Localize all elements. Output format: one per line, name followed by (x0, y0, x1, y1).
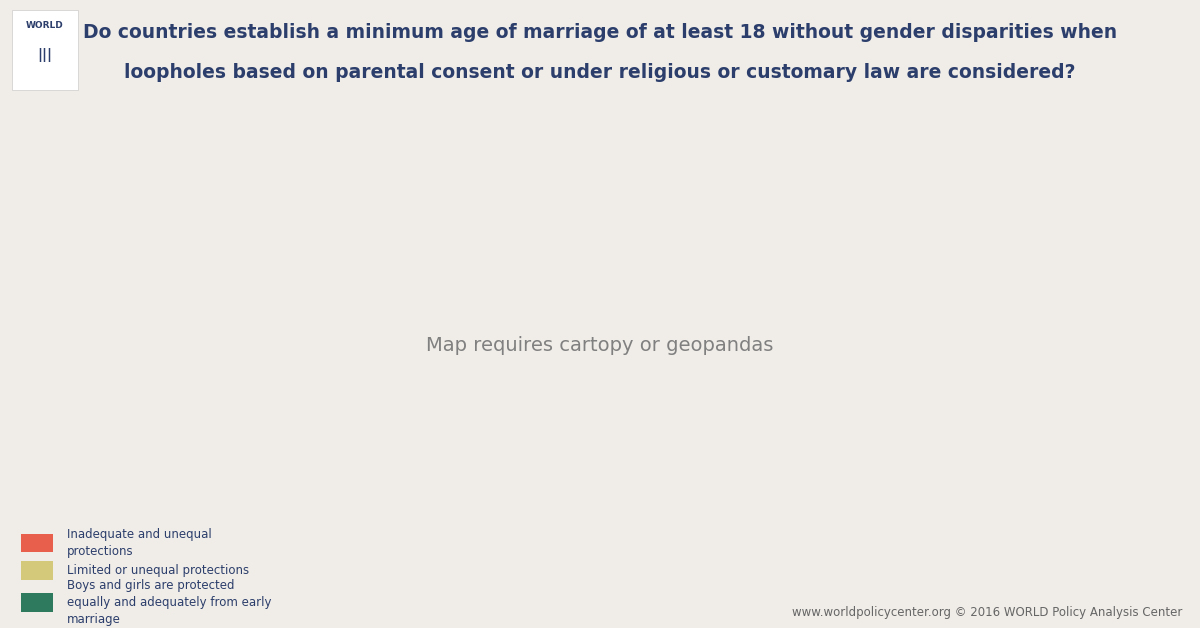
Bar (12, 10, 78, 90)
Text: Inadequate and unequal
protections: Inadequate and unequal protections (67, 528, 211, 558)
Text: Boys and girls are protected
equally and adequately from early
marriage: Boys and girls are protected equally and… (67, 579, 271, 626)
Text: |||: ||| (37, 48, 52, 62)
Bar (22, 533, 53, 552)
Text: Limited or unequal protections: Limited or unequal protections (67, 564, 248, 577)
Bar (22, 561, 53, 580)
Text: www.worldpolicycenter.org © 2016 WORLD Policy Analysis Center: www.worldpolicycenter.org © 2016 WORLD P… (792, 606, 1182, 619)
Text: Do countries establish a minimum age of marriage of at least 18 without gender d: Do countries establish a minimum age of … (83, 23, 1117, 41)
Text: WORLD: WORLD (25, 21, 64, 30)
Text: Map requires cartopy or geopandas: Map requires cartopy or geopandas (426, 336, 774, 355)
Bar (22, 593, 53, 612)
Text: loopholes based on parental consent or under religious or customary law are cons: loopholes based on parental consent or u… (125, 63, 1075, 82)
